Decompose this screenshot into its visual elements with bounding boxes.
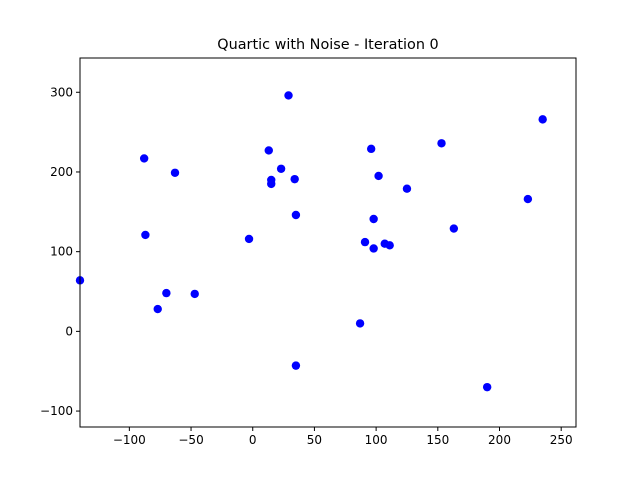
data-point [360,237,370,247]
data-point [290,174,299,184]
data-point [153,304,162,314]
x-tick-label: 50 [307,433,322,447]
data-point [170,168,180,177]
data-point [482,382,492,392]
x-tick-label: −100 [113,433,146,447]
data-points [75,91,547,392]
data-point [385,241,394,250]
y-axis: −100 0 100 200 300 [40,85,80,418]
data-point [355,319,365,328]
y-tick-label: −100 [40,404,73,418]
data-point [374,171,383,181]
data-point [162,288,171,298]
plot-area-frame [79,57,577,428]
x-tick-label: 250 [550,433,573,447]
y-tick-label: 200 [50,165,73,179]
data-point [264,146,273,155]
data-point [284,91,293,100]
data-point [190,289,199,299]
data-point [276,164,286,173]
x-tick-label: −50 [178,433,203,447]
x-tick-label: 100 [365,433,388,447]
data-point [141,230,150,240]
x-axis: −100 −50 0 50 100 150 200 250 [113,427,573,447]
data-point [402,184,412,193]
y-tick-label: 300 [50,85,73,99]
data-point [538,115,547,124]
x-tick-label: 150 [426,433,449,447]
data-point [449,224,459,233]
data-point [267,179,276,189]
data-point [244,234,254,244]
data-point [139,154,149,163]
y-tick-label: 0 [65,324,73,338]
x-tick-label: 0 [249,433,257,447]
data-point [291,361,301,370]
data-point [291,210,301,220]
y-tick-label: 100 [50,245,73,259]
data-point [369,214,378,224]
chart-title: Quartic with Noise - Iteration 0 [217,37,438,53]
data-point [369,244,378,253]
data-point [437,139,446,148]
data-point [366,144,376,154]
data-point [523,194,533,204]
x-tick-label: 200 [488,433,511,447]
